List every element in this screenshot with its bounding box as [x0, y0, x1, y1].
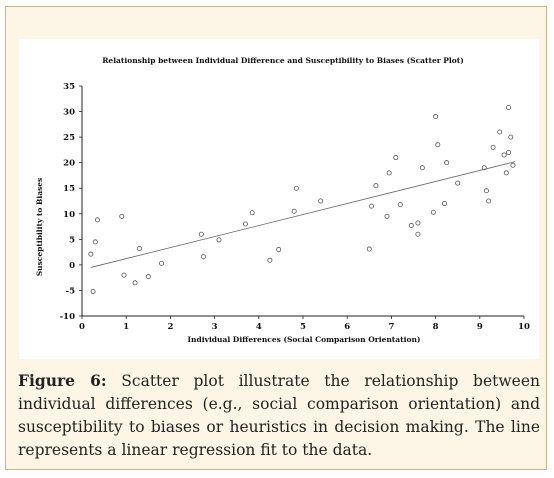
y-tick-label: -5 [66, 286, 76, 296]
x-tick-label: 10 [518, 322, 530, 332]
scatter-point [433, 114, 439, 120]
x-tick-label: 4 [256, 322, 262, 332]
scatter-point [90, 288, 96, 294]
y-tick-label: 20 [63, 159, 75, 169]
data-points [88, 104, 516, 294]
y-tick-label: 5 [69, 235, 75, 245]
x-tick-label: 3 [212, 322, 218, 332]
scatter-point [408, 223, 414, 229]
x-tick-label: 5 [300, 322, 306, 332]
scatter-point [506, 104, 512, 110]
scatter-chart: Relationship between Individual Differen… [35, 56, 530, 344]
scatter-point [455, 180, 461, 186]
figure-caption: Figure 6: Scatter plot illustrate the re… [18, 369, 540, 462]
scatter-point [243, 221, 249, 227]
scatter-point [483, 188, 489, 194]
scatter-point [276, 247, 282, 253]
scatter-point [136, 246, 142, 252]
scatter-point [415, 220, 421, 226]
scatter-point [430, 209, 436, 215]
axes [79, 85, 525, 319]
y-tick-label: 25 [63, 133, 75, 143]
x-tick-label: 9 [477, 322, 483, 332]
scatter-point [92, 239, 98, 245]
scatter-point [119, 213, 125, 219]
scatter-point [369, 203, 375, 209]
scatter-point [291, 208, 297, 214]
chart-title: Relationship between Individual Differen… [102, 56, 464, 65]
scatter-point [444, 160, 450, 166]
x-tick-label: 8 [433, 322, 439, 332]
scatter-point [366, 246, 372, 252]
scatter-point [481, 165, 487, 171]
x-axis-label: Individual Differences (Social Compariso… [188, 335, 421, 344]
scatter-point [145, 274, 151, 280]
scatter-point [510, 162, 516, 168]
scatter-point [249, 210, 255, 216]
scatter-point [88, 251, 94, 257]
scatter-point [94, 217, 100, 223]
scatter-point [415, 231, 421, 237]
scatter-point [267, 257, 273, 263]
scatter-point [159, 260, 165, 266]
y-tick-label: 30 [63, 108, 75, 118]
scatter-point [393, 155, 399, 161]
figure-panel: Relationship between Individual Differen… [5, 6, 547, 470]
scatter-point [201, 254, 207, 260]
scatter-point [373, 183, 379, 189]
scatter-point [132, 280, 138, 286]
y-tick-label: 15 [63, 184, 75, 194]
y-tick-label: 0 [69, 261, 75, 271]
scatter-point [293, 185, 299, 191]
scatter-point [503, 170, 509, 176]
scatter-point [318, 198, 324, 204]
x-tick-label: 6 [344, 322, 350, 332]
scatter-point [386, 170, 392, 176]
scatter-point [216, 237, 222, 243]
x-tick-label: 1 [123, 322, 129, 332]
scatter-point [121, 272, 127, 278]
scatter-point [441, 201, 447, 207]
y-tick-label: -10 [60, 312, 75, 322]
scatter-point [198, 231, 204, 237]
x-tick-label: 7 [388, 322, 394, 332]
y-tick-label: 10 [63, 210, 75, 220]
x-tick-label: 0 [79, 322, 85, 332]
regression-line [90, 161, 516, 268]
scatter-point [419, 165, 425, 171]
scatter-point [490, 144, 496, 150]
figure-label: Figure 6: [18, 371, 107, 390]
y-tick-label: 35 [63, 82, 75, 92]
scatter-point [397, 202, 403, 208]
scatter-point [501, 152, 507, 158]
scatter-point [497, 129, 503, 135]
tick-labels: 0 1 2 3 4 5 6 7 8 9 10 -10 -5 0 5 10 15 20 25 30 35 [60, 82, 530, 332]
scatter-point [486, 198, 492, 204]
regression-fit [90, 161, 516, 268]
x-tick-label: 2 [167, 322, 173, 332]
scatter-point [435, 142, 441, 148]
scatter-point [506, 149, 512, 155]
chart-area: Relationship between Individual Differen… [19, 39, 539, 359]
scatter-point [384, 213, 390, 219]
scatter-point [508, 134, 514, 140]
caption-text: Scatter plot illustrate the relationship… [18, 372, 540, 459]
y-axis-label: Susceptibility to Biases [35, 178, 44, 277]
